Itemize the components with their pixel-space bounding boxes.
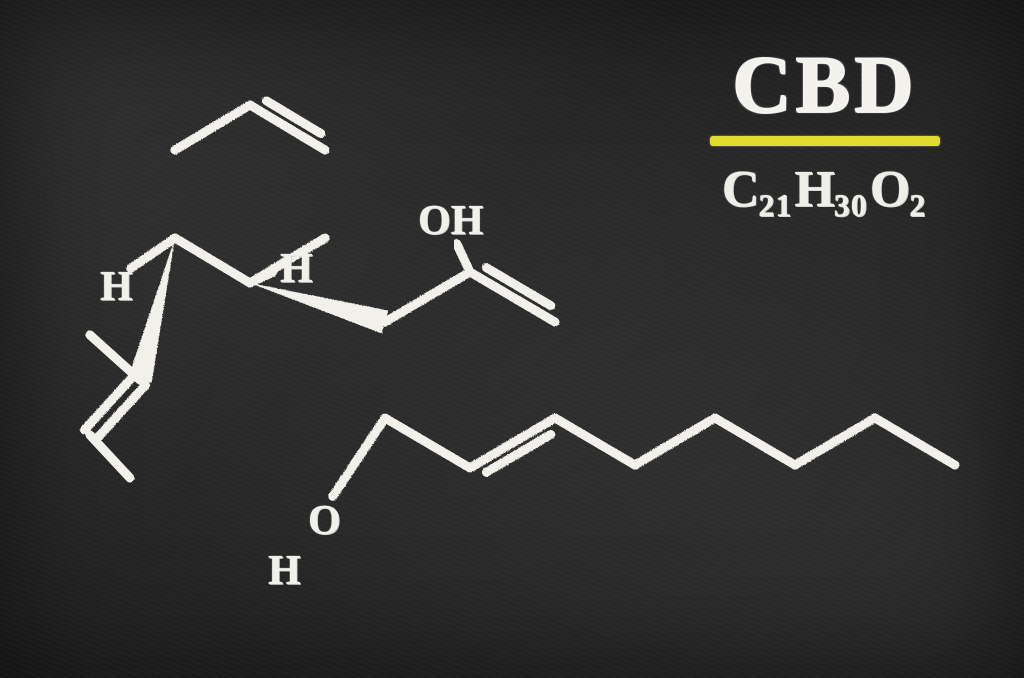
atom-label: OH	[418, 200, 483, 242]
atom-label: H	[100, 266, 133, 308]
atom-label: H	[280, 248, 313, 290]
chalkboard: CBD C21H30O2 HHOHOH	[0, 0, 1024, 678]
structure-diagram	[0, 0, 1024, 678]
atom-label: O	[308, 500, 341, 542]
atom-label: H	[268, 550, 301, 592]
